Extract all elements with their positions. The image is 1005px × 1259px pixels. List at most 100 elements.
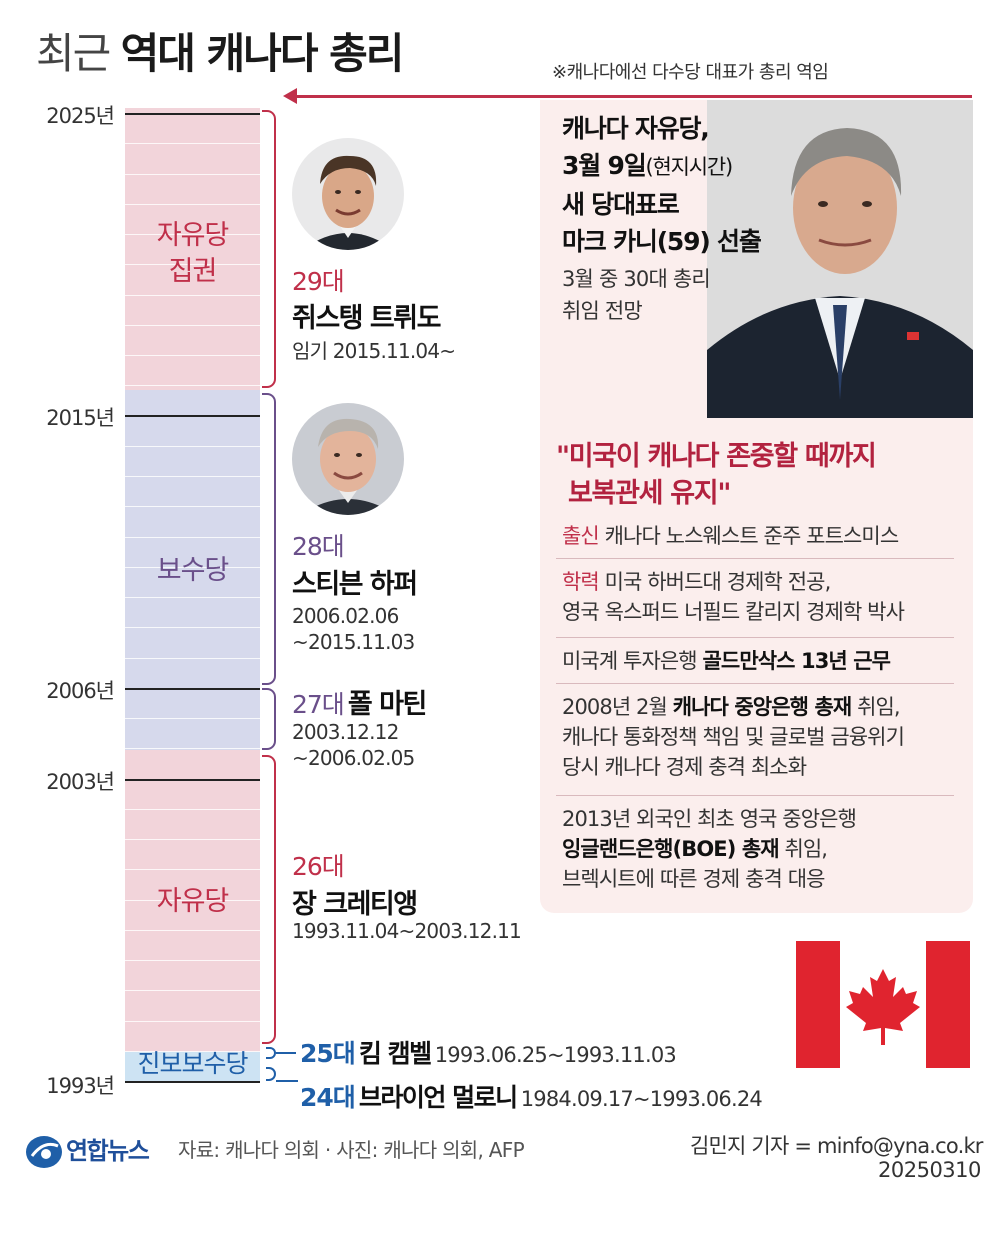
pm-28-term-start: 2006.02.06 xyxy=(292,604,399,628)
timeline-stripe xyxy=(125,960,260,961)
profile-career-goldman: 미국계 투자은행 골드만삭스 13년 근무 xyxy=(562,646,954,676)
pm-28-name: 스티븐 하퍼 xyxy=(292,569,418,600)
divider xyxy=(556,795,954,796)
timeline-stripe xyxy=(125,1050,260,1052)
year-label-2015: 2015년 xyxy=(46,406,115,430)
year-label-2003: 2003년 xyxy=(46,770,115,794)
carney-headline: 캐나다 자유당, 3월 9일(현지시간) 새 당대표로 마크 카니(59) 선출 xyxy=(562,110,762,260)
pointer-mulroney xyxy=(276,1080,298,1082)
timeline-stripe xyxy=(125,355,260,356)
pm-25-term: 1993.06.25~1993.11.03 xyxy=(434,1043,677,1067)
carney-line4: 마크 카니(59) 선출 xyxy=(562,227,762,256)
pm-26-number: 26대 xyxy=(292,852,345,881)
edu-tag: 학력 xyxy=(562,570,600,594)
carney-local-time: (현지시간) xyxy=(645,155,734,179)
bracket-trudeau xyxy=(262,110,276,388)
quote-line2: 보복관세 유지" xyxy=(568,478,731,509)
pm-27-term-start: 2003.12.12 xyxy=(292,720,399,744)
segment-label-liberal: 자유당 xyxy=(156,886,230,917)
year-label-1993: 1993년 xyxy=(46,1074,115,1098)
career1-b: 골드만삭스 13년 근무 xyxy=(702,649,892,673)
segment-liberal-ruling xyxy=(125,108,260,390)
timeline-stripe xyxy=(125,173,260,175)
timeline-stripe xyxy=(125,839,260,840)
year-line-2003 xyxy=(125,779,260,781)
career2-b: 캐나다 중앙은행 총재 xyxy=(672,695,853,719)
carney-sub1: 3월 중 30대 총리 xyxy=(562,267,711,291)
pm-26-term: 1993.11.04~2003.12.11 xyxy=(292,919,522,943)
source-credit: 자료: 캐나다 의회 · 사진: 캐나다 의회, AFP xyxy=(178,1138,525,1162)
career3-b: 잉글랜드은행(BOE) 총재 xyxy=(562,837,780,861)
carney-subtext: 3월 중 30대 총리 취임 전망 xyxy=(562,263,711,327)
publish-date: 20250310 xyxy=(878,1158,981,1182)
carney-date: 3월 9일 xyxy=(562,151,647,180)
pointer-campbell xyxy=(276,1052,296,1054)
canada-flag-icon xyxy=(796,941,970,1068)
segment-progressive-conservative xyxy=(125,1052,260,1082)
divider xyxy=(556,558,954,559)
bracket-campbell xyxy=(266,1047,276,1059)
timeline-stripe xyxy=(125,324,260,326)
note-text: ※캐나다에선 다수당 대표가 총리 역임 xyxy=(552,62,829,83)
origin-tag: 출신 xyxy=(562,524,600,548)
year-line-1993 xyxy=(125,1081,260,1083)
timeline-stripe xyxy=(125,748,260,750)
timeline-stripe xyxy=(125,869,260,871)
carney-line2: 3월 9일(현지시간) xyxy=(562,147,761,186)
carney-sub2: 취임 전망 xyxy=(562,299,643,323)
pm-24-name: 브라이언 멀로니 xyxy=(358,1083,518,1112)
timeline-stripe xyxy=(125,929,260,931)
profile-career-boc: 2008년 2월 캐나다 중앙은행 총재 취임, 캐나다 통화정책 책임 및 글… xyxy=(562,692,954,782)
arrow-left-icon xyxy=(283,88,297,104)
pm-24-row: 24대 브라이언 멀로니 1984.09.17~1993.06.24 xyxy=(300,1078,763,1114)
bracket-mulroney xyxy=(266,1067,276,1081)
timeline-stripe xyxy=(125,657,260,659)
profile-career-boe: 2013년 외국인 최초 영국 중앙은행 잉글랜드은행(BOE) 총재 취임, … xyxy=(562,804,954,894)
timeline-stripe xyxy=(125,234,260,235)
career3-d: 브렉시트에 따른 경제 충격 대응 xyxy=(562,867,825,891)
arrow-line xyxy=(290,95,972,98)
edu-line2: 영국 옥스퍼드 너필드 칼리지 경제학 박사 xyxy=(562,600,905,624)
career2-c: 취임, xyxy=(851,695,901,719)
segment-label-line1: 자유당 xyxy=(156,220,230,251)
pm-29-term: 임기 2015.11.04~ xyxy=(292,339,456,363)
bracket-harper xyxy=(262,393,276,685)
carney-line3: 새 당대표로 xyxy=(562,190,680,219)
timeline-stripe xyxy=(125,899,260,901)
timeline-stripe xyxy=(125,385,260,387)
profile-education: 학력 미국 하버드대 경제학 전공, 영국 옥스퍼드 너필드 칼리지 경제학 박… xyxy=(562,567,954,627)
timeline-stripe xyxy=(125,566,260,568)
carney-photo xyxy=(707,100,973,418)
pm-28-number: 28대 xyxy=(292,532,345,561)
divider xyxy=(556,637,954,638)
timeline-stripe xyxy=(125,445,260,447)
timeline-stripe xyxy=(125,203,260,205)
page-title: 최근 역대 캐나다 총리 xyxy=(36,20,405,81)
quote-line1: "미국이 캐나다 존중할 때까지 xyxy=(556,441,877,472)
pm-26-name: 장 크레티앵 xyxy=(292,889,418,920)
yonhap-logo-icon xyxy=(24,1134,64,1174)
timeline-stripe xyxy=(125,718,260,719)
pm-24-number: 24대 xyxy=(300,1083,356,1112)
year-line-2015 xyxy=(125,415,260,417)
timeline-stripe xyxy=(125,536,260,538)
timeline-stripe xyxy=(125,264,260,266)
pm-27-number: 27대 xyxy=(292,690,345,719)
timeline-stripe xyxy=(125,143,260,145)
title-light: 최근 xyxy=(36,29,111,78)
segment-conservative xyxy=(125,390,260,750)
segment-label-conservative: 보수당 xyxy=(156,555,230,586)
pm-27-term-end: ~2006.02.05 xyxy=(292,746,415,770)
carney-line1: 캐나다 자유당, xyxy=(562,114,710,143)
year-line-2006 xyxy=(125,688,260,690)
title-bold: 역대 캐나다 총리 xyxy=(120,29,405,78)
timeline-stripe xyxy=(125,597,260,598)
segment-label-progressive-conservative: 진보보수당 xyxy=(137,1049,248,1078)
pm-29-number: 29대 xyxy=(292,267,345,296)
pm-29-name: 쥐스탱 트뤼도 xyxy=(292,303,441,334)
pm-25-number: 25대 xyxy=(300,1039,356,1068)
reporter-credit: 김민지 기자 = minfo@yna.co.kr xyxy=(690,1134,983,1158)
timeline-stripe xyxy=(125,808,260,810)
bracket-chretien xyxy=(262,755,276,1044)
timeline-stripe xyxy=(125,294,260,296)
